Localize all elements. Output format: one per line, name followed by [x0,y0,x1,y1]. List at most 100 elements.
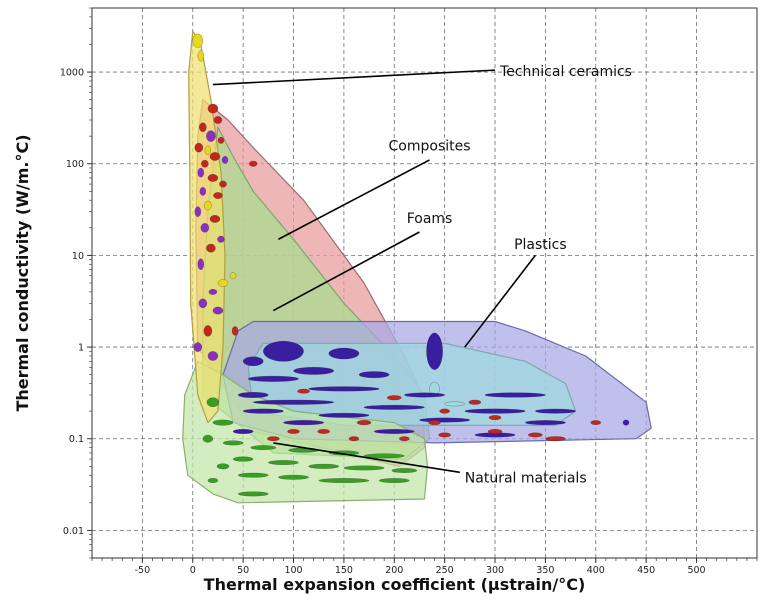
material-point [622,419,630,426]
y-tick-label: 100 [66,159,84,170]
material-point [207,351,219,361]
material-point [318,412,370,418]
x-tick-label: 300 [486,565,504,576]
x-tick-label: 450 [637,565,655,576]
material-point [206,130,216,142]
callout-label-plastics: Plastics [514,237,567,253]
material-point [439,408,450,414]
material-point [194,206,202,217]
material-point [590,420,602,426]
x-tick-label: 400 [587,565,605,576]
material-point [252,399,335,405]
material-point [287,429,300,434]
material-point [209,152,221,161]
y-tick-label: 0.1 [69,434,84,445]
material-point [209,215,221,223]
material-point [203,325,213,337]
material-point [207,103,219,114]
material-point [242,408,284,414]
region-plastics-inner [247,342,577,426]
material-point [204,145,212,156]
material-point [378,478,410,483]
x-tick-label: 350 [536,565,554,576]
x-tick-label: 200 [385,565,403,576]
material-point [438,432,451,438]
material-point [468,399,482,405]
callout-label-foams: Foams [407,211,453,227]
material-point [232,428,254,435]
material-point [263,340,304,362]
material-point [217,235,225,243]
material-point [428,420,441,426]
material-point [358,371,390,379]
callout-line-technical-ceramics [212,69,496,86]
x-tick-label: 50 [237,565,249,576]
material-point [464,408,526,414]
material-point [250,445,277,451]
material-point [192,33,204,48]
material-point [528,432,543,438]
material-point [525,420,566,426]
material-point [199,122,207,133]
material-point [206,397,220,408]
material-point [545,436,566,442]
material-point [232,456,254,462]
y-tick-label: 1000 [60,68,84,79]
material-point [206,243,216,253]
material-point [356,420,372,426]
material-point [399,436,410,442]
material-point [229,272,237,280]
material-point [426,332,443,370]
x-tick-label: -50 [135,565,151,576]
x-tick-label: 0 [190,565,196,576]
material-point [293,366,335,375]
material-point [217,279,229,287]
callout-label-composites: Composites [389,138,471,154]
y-tick-label: 1 [78,343,84,354]
material-point [193,342,203,352]
callout-line-composites [278,159,430,240]
material-point [207,174,219,182]
material-point [237,491,269,497]
material-point [363,453,405,459]
material-point [484,392,546,398]
x-tick-label: 150 [335,565,353,576]
material-point [308,463,340,469]
annotations: Technical ceramics Composites Foams Plastic… [212,64,632,486]
material-point [487,429,503,434]
callout-line-natural-materials [273,442,460,474]
material-point [199,186,207,196]
material-point [348,436,360,442]
material-point [202,434,214,443]
material-point [208,288,218,295]
material-point [217,136,225,144]
material-point [237,392,269,399]
x-tick-label: 100 [284,565,302,576]
callout-label-technical-ceramics: Technical ceramics [499,64,632,80]
material-point [222,440,244,446]
material-point [278,474,309,480]
material-point [317,429,331,434]
material-point [268,460,299,465]
material-point [391,468,418,473]
material-point [213,116,223,124]
material-point [194,142,204,153]
material-point [297,388,310,394]
y-tick-label: 0.01 [63,526,84,537]
x-tick-label: 250 [436,565,454,576]
material-point [198,298,208,309]
material-point [248,160,258,167]
axis-ticks: -50 0 50 100 150 200 250 300 350 400 450 500 0.01 0.1… [60,7,758,576]
material-point [213,192,223,199]
material-point [404,392,445,398]
x-axis-title: Thermal expansion coefficient (µstrain/°… [204,575,586,594]
callout-label-natural-materials: Natural materials [465,470,587,486]
material-point [363,404,425,410]
material-point [204,200,212,211]
material-point [488,415,502,421]
material-point [197,258,205,271]
material-point [328,347,360,360]
material-point [308,386,380,392]
